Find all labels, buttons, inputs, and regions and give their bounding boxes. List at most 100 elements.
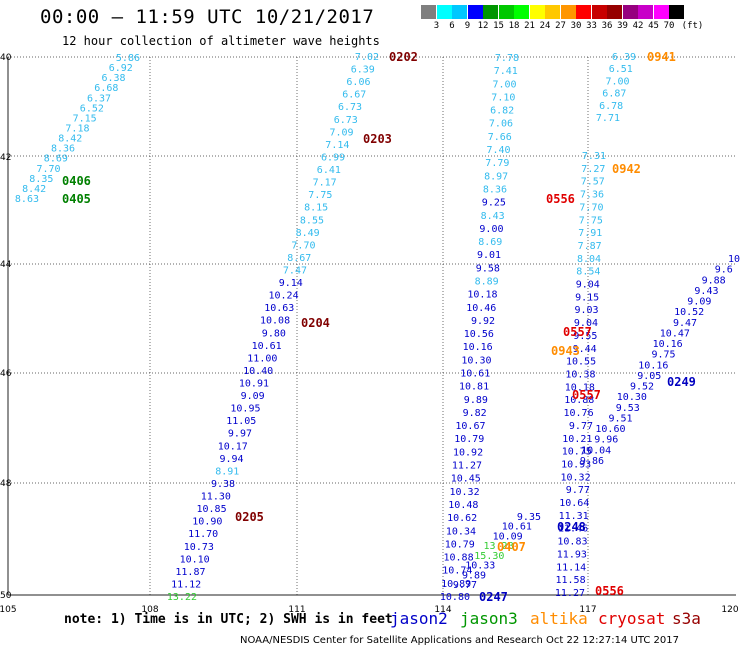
axis-labels: 105 108 111 114 117 120 40 42 44 46 48 50 bbox=[0, 53, 739, 615]
wave-height-value: 9.35 bbox=[517, 512, 541, 523]
wave-height-value: 11.12 bbox=[171, 579, 201, 590]
wave-height-value: 6.68 bbox=[94, 83, 118, 94]
pass-time-label: 0249 bbox=[667, 375, 696, 389]
wave-height-value: 10.91 bbox=[239, 379, 269, 390]
wave-height-value: 10.73 bbox=[184, 542, 214, 553]
wave-height-value: 6.82 bbox=[490, 106, 514, 117]
wave-height-value: 10.88 bbox=[564, 395, 594, 406]
wave-height-value: 8.42 bbox=[22, 184, 46, 195]
wave-height-value: 9.00 bbox=[479, 224, 503, 235]
wave-height-value: 9.09 bbox=[241, 391, 265, 402]
color-scale-swatch bbox=[483, 5, 498, 19]
wave-height-value: 9.03 bbox=[575, 305, 599, 316]
page-title: 00:00 – 11:59 UTC 10/21/2017 bbox=[40, 6, 375, 28]
wave-height-value: 7.57 bbox=[581, 177, 605, 188]
wave-height-value: 9.77 bbox=[453, 580, 477, 591]
pass-time-label: 0407 bbox=[497, 540, 526, 554]
wave-height-value: 9.88 bbox=[702, 275, 726, 286]
wave-height-value: 7.15 bbox=[73, 113, 97, 124]
wave-height-value: 8.69 bbox=[44, 154, 68, 165]
wave-height-value: 10.80 bbox=[440, 592, 470, 603]
x-axis-tick-label: 117 bbox=[579, 605, 596, 615]
wave-height-value: 7.31 bbox=[582, 151, 606, 162]
wave-height-value: 13.22 bbox=[167, 592, 197, 603]
wave-height-value: 8.15 bbox=[304, 203, 328, 214]
legend-item-s3a: s3a bbox=[672, 609, 701, 628]
wave-height-value: 7.02 bbox=[355, 52, 379, 63]
legend-item-jason2: jason2 bbox=[390, 609, 448, 628]
wave-height-value: 10.09 bbox=[493, 531, 523, 542]
wave-height-value: 10.38 bbox=[565, 370, 595, 381]
wave-height-value: 8.91 bbox=[215, 466, 239, 477]
legend-item-altika: altika bbox=[530, 609, 588, 628]
wave-height-value: 8.04 bbox=[577, 254, 601, 265]
wave-height-value: 9.43 bbox=[694, 286, 718, 297]
wave-height-value: 10.32 bbox=[560, 472, 590, 483]
wave-height-value: 7.79 bbox=[485, 158, 509, 169]
color-scale-swatch bbox=[498, 5, 514, 19]
color-scale-swatch bbox=[529, 5, 545, 19]
wave-height-value: 7.71 bbox=[596, 113, 620, 124]
wave-height-value: 10.21 bbox=[562, 434, 592, 445]
wave-height-value: 10.46 bbox=[466, 303, 496, 314]
wave-height-value: 10.30 bbox=[617, 392, 647, 403]
wave-height-value: 10.75 bbox=[562, 447, 592, 458]
credit-line: NOAA/NESDIS Center for Satellite Applica… bbox=[240, 635, 679, 646]
wave-height-value: 10.88 bbox=[443, 553, 473, 564]
y-axis-tick-label: 50 bbox=[0, 591, 12, 601]
wave-height-value: 7.10 bbox=[491, 92, 515, 103]
wave-height-value: 9.14 bbox=[279, 278, 303, 289]
wave-height-value: 10.93 bbox=[561, 460, 591, 471]
wave-height-value: 9.86 bbox=[580, 456, 604, 467]
color-scale-swatch bbox=[653, 5, 669, 19]
wave-height-value: 9.96 bbox=[594, 435, 618, 446]
wave-height-value: 11.14 bbox=[556, 562, 586, 573]
wave-height-value: 11.87 bbox=[175, 567, 205, 578]
wave-height-value: 9.52 bbox=[630, 382, 654, 393]
wave-height-value: 8.69 bbox=[478, 237, 502, 248]
wave-height-value: 9.80 bbox=[262, 328, 286, 339]
pass-time-label: 0942 bbox=[612, 162, 641, 176]
x-axis-tick-label: 111 bbox=[288, 605, 305, 615]
wave-height-value: 10.40 bbox=[243, 366, 273, 377]
wave-height-value: 7.27 bbox=[581, 164, 605, 175]
pass-time-label: 0941 bbox=[647, 50, 676, 64]
wave-height-value: 9.6 bbox=[715, 265, 733, 276]
wave-height-value: 9.09 bbox=[687, 297, 711, 308]
color-scale-tick: 36 bbox=[601, 21, 613, 31]
wave-height-value: 10.34 bbox=[446, 526, 476, 537]
color-scale-tick: 30 bbox=[570, 21, 582, 31]
wave-height-value: 11.70 bbox=[188, 529, 218, 540]
wave-height-value: 10.62 bbox=[447, 513, 477, 524]
wave-height-value: 6.37 bbox=[87, 93, 111, 104]
wave-height-value: 9.75 bbox=[652, 350, 676, 361]
wave-height-value: 11.93 bbox=[557, 549, 587, 560]
wave-height-value: 7.75 bbox=[579, 215, 603, 226]
footnote: note: 1) Time is in UTC; 2) SWH is in fe… bbox=[64, 612, 393, 627]
wave-height-value: 11.30 bbox=[201, 492, 231, 503]
wave-height-value: 6.39 bbox=[351, 65, 375, 76]
pass-time-label: 0556 bbox=[546, 192, 575, 206]
wave-height-value: 11.27 bbox=[452, 461, 482, 472]
wave-height-value: 6.39 bbox=[612, 52, 636, 63]
color-scale-tick: 6 bbox=[449, 21, 455, 31]
wave-height-value: 9.82 bbox=[463, 408, 487, 419]
color-scale-tick: 21 bbox=[524, 21, 535, 31]
wave-height-value: 7.00 bbox=[606, 76, 630, 87]
color-scale-tick: 39 bbox=[617, 21, 628, 31]
wave-height-value: 8.55 bbox=[300, 215, 324, 226]
wave-height-value: 7.18 bbox=[65, 124, 89, 135]
wave-height-value: 6.73 bbox=[334, 115, 358, 126]
wave-height-value: 9.04 bbox=[576, 280, 600, 291]
pass-time-labels: 0202 0203 0204 0205 0406 0405 0556 0557 0557 0556… bbox=[62, 50, 696, 604]
wave-height-values: 5.866.926.386.686.376.527.157.188.428.36… bbox=[15, 52, 740, 603]
pass-time-label: 0248 bbox=[557, 520, 586, 534]
wave-height-value: 10 bbox=[728, 254, 740, 265]
wave-height-value: 6.06 bbox=[346, 77, 370, 88]
wave-height-value: 9.38 bbox=[211, 479, 235, 490]
wave-height-value: 7.70 bbox=[579, 202, 603, 213]
wave-height-value: 10.63 bbox=[264, 303, 294, 314]
pass-time-label: 0204 bbox=[301, 316, 330, 330]
wave-height-value: 6.51 bbox=[609, 64, 633, 75]
